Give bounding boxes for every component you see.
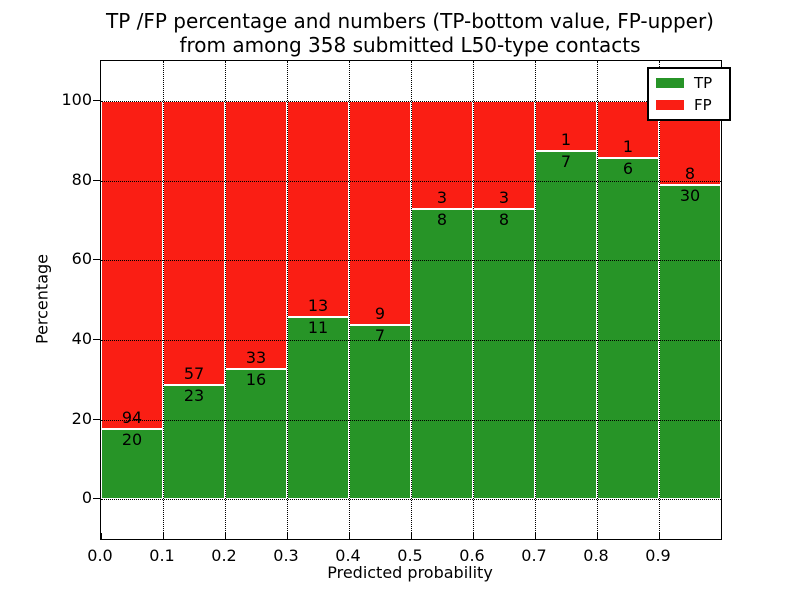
y-tick-mark xyxy=(93,259,100,261)
x-tick-mark xyxy=(101,533,102,539)
y-tick-mark xyxy=(93,418,100,420)
bar-tp-segment xyxy=(411,209,473,500)
legend-entry-tp: TP xyxy=(656,75,723,91)
bar-fp-segment xyxy=(101,100,163,430)
gridline-y xyxy=(101,100,721,102)
legend-box: TP FP xyxy=(647,67,731,121)
gridline-y xyxy=(101,419,721,421)
x-tick-label: 0.1 xyxy=(149,546,175,565)
x-tick-label: 0.0 xyxy=(87,546,113,565)
x-tick-label: 0.8 xyxy=(583,546,609,565)
x-tick-label: 0.3 xyxy=(273,546,299,565)
gridline-x xyxy=(535,61,536,539)
x-tick-mark xyxy=(659,533,660,539)
bar-tp-count-label: 8 xyxy=(498,210,510,230)
tp-legend-swatch xyxy=(656,78,684,88)
bar-tp-count-label: 30 xyxy=(679,185,701,205)
legend-entry-fp: FP xyxy=(656,97,723,113)
gridline-y xyxy=(101,339,721,341)
x-tick-mark xyxy=(287,533,288,539)
bar-fp-segment xyxy=(411,100,473,210)
bar-tp-count-label: 7 xyxy=(560,151,572,171)
bar-fp-count-label: 33 xyxy=(245,348,267,368)
x-tick-label: 0.2 xyxy=(211,546,237,565)
bar-tp-segment xyxy=(473,209,535,500)
bar-tp-segment xyxy=(535,150,597,500)
bar-tp-count-label: 16 xyxy=(245,370,267,390)
bar-tp-segment xyxy=(287,316,349,500)
y-tick-mark xyxy=(93,179,100,181)
x-tick-mark xyxy=(535,533,536,539)
plot-area: TP FP 94 20 57 23 33 16 13 11 9 7 3 8 3 8 1 7 1 6 8 30 xyxy=(100,60,731,540)
x-tick-mark xyxy=(163,533,164,539)
x-tick-mark xyxy=(597,533,598,539)
x-tick-mark xyxy=(411,533,412,539)
gridline-x xyxy=(659,61,660,539)
y-tick-label: 100 xyxy=(61,89,92,109)
x-tick-label: 0.7 xyxy=(521,546,547,565)
bar-fp-segment xyxy=(163,100,225,385)
bar-tp-count-label: 20 xyxy=(121,430,143,450)
gridline-x xyxy=(411,61,412,539)
y-tick-mark xyxy=(93,99,100,101)
gridline-x xyxy=(349,61,350,539)
bar-tp-segment xyxy=(659,184,721,500)
bar-tp-segment xyxy=(163,384,225,500)
gridline-y xyxy=(101,499,721,501)
bar-tp-count-label: 7 xyxy=(374,325,386,345)
bar-tp-count-label: 23 xyxy=(183,385,205,405)
x-tick-label: 0.9 xyxy=(645,546,671,565)
bar-fp-segment xyxy=(225,100,287,370)
gridline-x xyxy=(163,61,164,539)
bar-fp-count-label: 57 xyxy=(183,363,205,383)
chart-title-line1: TP /FP percentage and numbers (TP-bottom… xyxy=(106,9,714,33)
y-tick-label: 20 xyxy=(71,408,92,428)
bar-fp-segment xyxy=(287,100,349,317)
x-tick-label: 0.4 xyxy=(335,546,361,565)
bar-fp-count-label: 9 xyxy=(374,303,386,323)
bar-fp-count-label: 3 xyxy=(498,188,510,208)
fp-legend-label: FP xyxy=(694,96,712,114)
bar-fp-count-label: 94 xyxy=(121,408,143,428)
x-tick-mark xyxy=(225,533,226,539)
y-tick-label: 40 xyxy=(71,328,92,348)
bar-tp-count-label: 11 xyxy=(307,317,329,337)
y-tick-mark xyxy=(93,498,100,500)
bar-fp-segment xyxy=(349,100,411,325)
bar-fp-count-label: 1 xyxy=(560,129,572,149)
bar-fp-count-label: 13 xyxy=(307,295,329,315)
gridline-y xyxy=(101,260,721,262)
bar-fp-count-label: 8 xyxy=(684,163,696,183)
chart-title-line2: from among 358 submitted L50-type contac… xyxy=(179,33,641,57)
chart-title: TP /FP percentage and numbers (TP-bottom… xyxy=(100,9,720,57)
bar-fp-count-label: 1 xyxy=(622,136,634,156)
bar-tp-count-label: 8 xyxy=(436,210,448,230)
tp-legend-label: TP xyxy=(694,74,713,92)
x-tick-label: 0.6 xyxy=(459,546,485,565)
bar-tp-segment xyxy=(597,157,659,500)
x-tick-mark xyxy=(473,533,474,539)
bar-tp-segment xyxy=(101,429,163,500)
bar-fp-count-label: 3 xyxy=(436,188,448,208)
x-axis-label: Predicted probability xyxy=(327,563,493,582)
y-tick-label: 60 xyxy=(71,249,92,269)
gridline-x xyxy=(225,61,226,539)
x-tick-label: 0.5 xyxy=(397,546,423,565)
gridline-x xyxy=(597,61,598,539)
y-tick-label: 80 xyxy=(71,169,92,189)
y-tick-label: 0 xyxy=(81,488,92,508)
x-tick-mark xyxy=(349,533,350,539)
gridline-x xyxy=(287,61,288,539)
bar-tp-count-label: 6 xyxy=(622,158,634,178)
bar-tp-segment xyxy=(349,324,411,500)
gridline-y xyxy=(101,180,721,182)
y-tick-mark xyxy=(93,338,100,340)
fp-legend-swatch xyxy=(656,100,684,110)
gridline-x xyxy=(473,61,474,539)
